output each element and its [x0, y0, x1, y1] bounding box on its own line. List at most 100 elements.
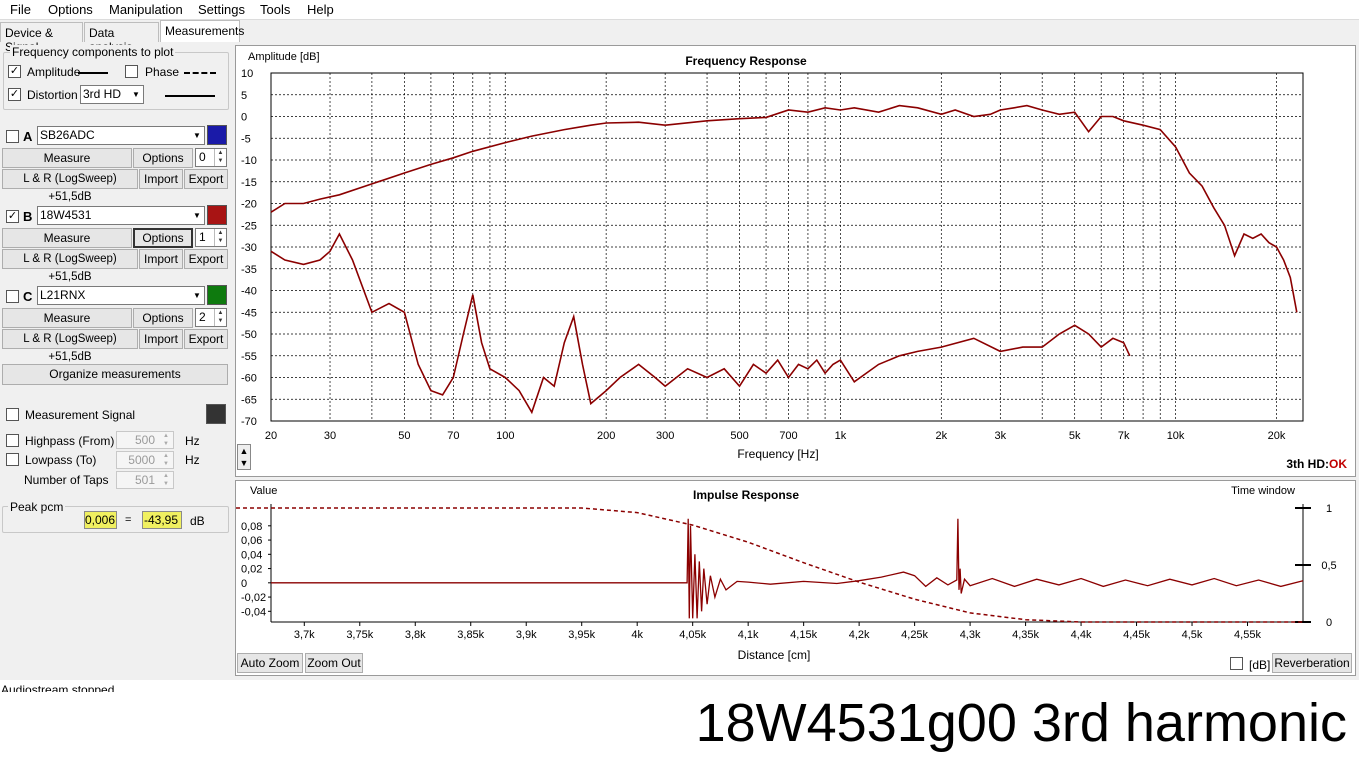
- menu-manipulation[interactable]: Manipulation: [109, 2, 183, 17]
- y-tick-label: -25: [241, 220, 257, 232]
- measurement-c-options-button[interactable]: Options: [133, 308, 193, 328]
- distortion-checkbox[interactable]: ✓: [8, 88, 21, 101]
- y2-tick-label: 0: [1326, 617, 1332, 629]
- taps-input[interactable]: 501 ▲ ▼: [116, 471, 174, 489]
- measurement-c-index-spinner[interactable]: 2 ▲ ▼: [195, 308, 227, 327]
- measurement-signal-color[interactable]: [206, 404, 226, 424]
- chevron-down-icon: ▼: [193, 291, 201, 300]
- x-tick-label: 200: [597, 430, 615, 442]
- menu-options[interactable]: Options: [48, 2, 93, 17]
- measurement-b-color[interactable]: [207, 205, 227, 225]
- x-tick-label: 4,4k: [1071, 629, 1092, 641]
- measurement-b-letter: B: [23, 209, 33, 224]
- measurement-c-measure-button[interactable]: Measure: [2, 308, 132, 328]
- x-tick-label: 4,35k: [1012, 629, 1039, 641]
- amplitude-checkbox[interactable]: ✓: [8, 65, 21, 78]
- measurement-c-select[interactable]: L21RNX ▼: [37, 286, 205, 305]
- peak-db-unit: dB: [190, 514, 205, 528]
- peak-equals: =: [125, 514, 132, 526]
- impulse-response-panel: Value Impulse Response Time window Dista…: [235, 480, 1356, 676]
- lowpass-label: Lowpass (To): [25, 453, 97, 467]
- measurement-c-color[interactable]: [207, 285, 227, 305]
- measurement-c-import-button[interactable]: Import: [139, 329, 183, 349]
- spinner-arrows-icon[interactable]: ▲ ▼: [214, 229, 226, 246]
- phase-checkbox[interactable]: [125, 65, 138, 78]
- chevron-down-icon: ▼: [132, 90, 140, 99]
- measurement-a-import-button[interactable]: Import: [139, 169, 183, 189]
- y-tick-label: -0,04: [241, 606, 266, 618]
- y-tick-label: -5: [241, 133, 251, 145]
- highpass-checkbox[interactable]: [6, 434, 19, 447]
- measurement-a-checkbox[interactable]: [6, 130, 19, 143]
- menu-tools[interactable]: Tools: [260, 2, 291, 17]
- y2-tick-label: 0,5: [1321, 560, 1336, 572]
- measurement-signal-checkbox[interactable]: [6, 408, 19, 421]
- scroll-arrows-icon[interactable]: ▲ ▼: [237, 444, 251, 470]
- measurement-a-measure-button[interactable]: Measure: [2, 148, 132, 168]
- lowpass-checkbox[interactable]: [6, 453, 19, 466]
- hd-status-ok: OK: [1329, 457, 1347, 471]
- spinner-arrows-icon[interactable]: ▲ ▼: [214, 309, 226, 326]
- amplitude-line-sample: [78, 72, 108, 74]
- freq-chart-title: Frequency Response: [685, 54, 807, 68]
- highpass-input[interactable]: 500 ▲ ▼: [116, 431, 174, 449]
- y-tick-label: 0,02: [241, 564, 262, 576]
- measurement-b-export-button[interactable]: Export: [184, 249, 228, 269]
- measurement-a-color[interactable]: [207, 125, 227, 145]
- x-tick-label: 3,95k: [568, 629, 595, 641]
- db-label: [dB]: [1249, 658, 1271, 672]
- spinner-arrows-icon[interactable]: ▲ ▼: [163, 433, 169, 447]
- status-text: Audiostream stopped: [1, 683, 115, 692]
- menu-help[interactable]: Help: [307, 2, 334, 17]
- y-tick-label: 5: [241, 90, 247, 102]
- db-checkbox[interactable]: [1230, 657, 1243, 670]
- peak-db-value: -43,95: [142, 511, 182, 529]
- measurement-c-checkbox[interactable]: [6, 290, 19, 303]
- lowpass-input[interactable]: 5000 ▲ ▼: [116, 451, 174, 469]
- distortion-select[interactable]: 3rd HD ▼: [80, 85, 144, 104]
- x-tick-label: 4,45k: [1123, 629, 1150, 641]
- measurement-c-export-button[interactable]: Export: [184, 329, 228, 349]
- spinner-arrows-icon[interactable]: ▲ ▼: [214, 149, 226, 166]
- y-tick-label: -55: [241, 351, 257, 363]
- highpass-unit: Hz: [185, 434, 200, 448]
- menu-settings[interactable]: Settings: [198, 2, 245, 17]
- impulse-response-chart[interactable]: Value Impulse Response Time window Dista…: [236, 481, 1355, 675]
- x-tick-label: 4,05k: [679, 629, 706, 641]
- measurement-b-checkbox[interactable]: ✓: [6, 210, 19, 223]
- tab-measurements[interactable]: Measurements: [160, 20, 244, 42]
- measurement-b-index-spinner[interactable]: 1 ▲ ▼: [195, 228, 227, 247]
- measurement-a-index-spinner[interactable]: 0 ▲ ▼: [195, 148, 227, 167]
- x-tick-label: 4,3k: [960, 629, 981, 641]
- x-tick-label: 2k: [935, 430, 947, 442]
- third-harmonic-line: [270, 232, 1131, 415]
- reverberation-button[interactable]: Reverberation: [1272, 653, 1352, 673]
- measurement-b-options-button[interactable]: Options: [133, 228, 193, 248]
- auto-zoom-button[interactable]: Auto Zoom: [237, 653, 303, 673]
- measurement-a-options-button[interactable]: Options: [133, 148, 193, 168]
- taps-value: 501: [134, 473, 155, 487]
- imp-y-axis-label: Value: [250, 485, 277, 497]
- spinner-arrows-icon[interactable]: ▲ ▼: [163, 453, 169, 467]
- measurement-b-select[interactable]: 18W4531 ▼: [37, 206, 205, 225]
- freq-x-axis-label: Frequency [Hz]: [737, 447, 818, 461]
- tab-device-signal[interactable]: Device & Signal: [0, 22, 83, 54]
- lowpass-value: 5000: [128, 453, 155, 467]
- frequency-response-chart[interactable]: Amplitude [dB] Frequency Response Freque…: [236, 46, 1355, 476]
- measurement-a-select[interactable]: SB26ADC ▼: [37, 126, 205, 145]
- x-tick-label: 3k: [995, 430, 1007, 442]
- measurement-b-import-button[interactable]: Import: [139, 249, 183, 269]
- x-tick-label: 4,55k: [1234, 629, 1261, 641]
- spinner-arrows-icon[interactable]: ▲ ▼: [163, 473, 169, 487]
- menu-file[interactable]: File: [10, 2, 31, 17]
- y-tick-label: -70: [241, 416, 257, 428]
- measurement-b-measure-button[interactable]: Measure: [2, 228, 132, 248]
- x-tick-label: 700: [779, 430, 797, 442]
- measurement-a-export-button[interactable]: Export: [184, 169, 228, 189]
- y-tick-label: 0: [241, 578, 247, 590]
- organize-measurements-button[interactable]: Organize measurements: [2, 364, 228, 385]
- tab-data-analysis[interactable]: Data analysis: [84, 22, 159, 54]
- zoom-out-button[interactable]: Zoom Out: [305, 653, 363, 673]
- imp-y2-axis-label: Time window: [1231, 485, 1295, 497]
- y-tick-label: -30: [241, 242, 257, 254]
